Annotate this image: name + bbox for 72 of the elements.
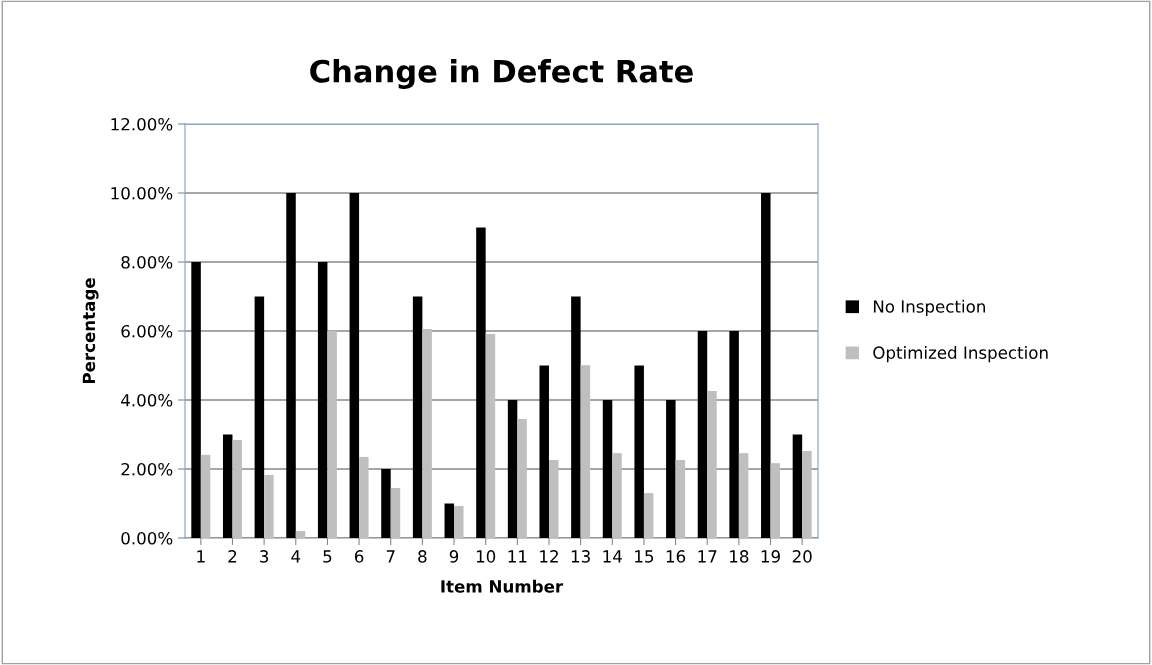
x-tick-label: 17 <box>698 550 717 563</box>
bar <box>359 456 369 538</box>
x-tick-label: 10 <box>476 550 496 563</box>
legend-label: Optimized Inspection <box>873 346 1048 363</box>
y-axis-title: Percentage <box>82 278 99 384</box>
x-tick-label: 11 <box>508 550 527 563</box>
y-tick-label: 4.00% <box>121 393 173 407</box>
x-tick-label: 20 <box>792 550 812 563</box>
bar <box>675 460 686 538</box>
bar <box>539 365 549 538</box>
x-tick-label: 5 <box>323 550 332 563</box>
bar <box>286 193 296 538</box>
bar <box>327 331 337 538</box>
bar <box>422 328 432 538</box>
bar <box>191 262 201 538</box>
bar <box>634 365 644 538</box>
bar <box>666 400 676 538</box>
bar <box>697 331 708 538</box>
bar <box>485 334 496 538</box>
bar <box>254 296 265 538</box>
y-tick-label: 2.00% <box>121 462 173 476</box>
x-tick-label: 12 <box>540 550 558 563</box>
bar <box>612 453 622 538</box>
chart-title: Change in Defect Rate <box>310 59 693 89</box>
x-tick-label: 19 <box>761 550 780 563</box>
bar <box>232 440 242 538</box>
x-tick-label: 13 <box>571 550 590 563</box>
bar <box>517 418 527 538</box>
y-tick-label: 12.00% <box>111 117 173 131</box>
x-tick-label: 15 <box>635 550 654 563</box>
bar <box>643 493 654 538</box>
x-axis-title: Item Number <box>441 579 564 593</box>
bar <box>200 454 211 538</box>
bar <box>707 391 717 538</box>
bar <box>412 296 423 538</box>
x-tick-label: 3 <box>260 550 269 563</box>
bar <box>381 469 391 538</box>
bar <box>507 400 518 538</box>
x-tick-label: 1 <box>197 550 205 563</box>
legend-label: No Inspection <box>873 299 985 316</box>
bar <box>802 451 812 538</box>
bar <box>738 453 749 538</box>
x-tick-label: 16 <box>666 550 686 563</box>
x-tick-label: 2 <box>228 550 237 563</box>
bar <box>317 262 328 538</box>
y-tick-label: 0.00% <box>121 531 173 545</box>
bar <box>476 227 486 538</box>
x-tick-label: 18 <box>730 550 749 563</box>
bar <box>264 474 274 538</box>
bar <box>602 400 613 538</box>
bar <box>729 331 739 538</box>
x-tick-label: 8 <box>418 550 427 563</box>
bar <box>792 434 803 538</box>
x-tick-label: 7 <box>386 550 395 563</box>
bar <box>580 365 591 538</box>
bar <box>454 505 464 538</box>
y-tick-label: 6.00% <box>121 324 173 338</box>
bar <box>444 503 455 538</box>
bar <box>571 296 581 538</box>
bar <box>770 463 781 538</box>
x-tick-label: 9 <box>449 550 459 563</box>
y-tick-label: 8.00% <box>121 255 173 269</box>
y-tick-label: 10.00% <box>111 186 173 200</box>
x-tick-label: 4 <box>291 550 301 563</box>
bar <box>349 193 360 538</box>
bar <box>390 487 401 538</box>
x-tick-label: 14 <box>603 550 622 563</box>
x-tick-label: 6 <box>354 550 364 563</box>
bar <box>548 460 559 538</box>
bar <box>761 193 771 538</box>
bar <box>222 434 233 538</box>
bar <box>295 531 306 538</box>
